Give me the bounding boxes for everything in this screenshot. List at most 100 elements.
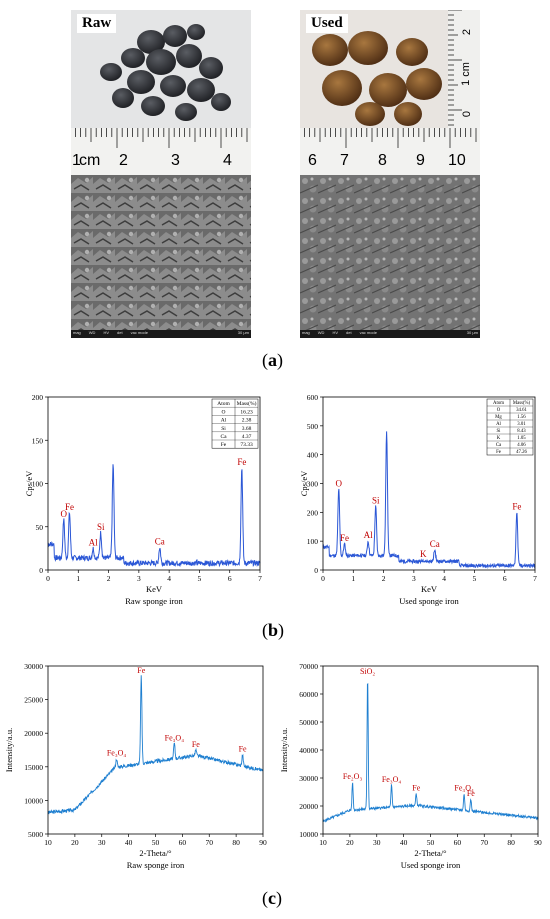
raw-sem-footer: mag WD HV det vac mode 30 μm: [73, 330, 249, 338]
panel-a-letter: a: [268, 350, 277, 370]
raw-sample-photo: Raw: [71, 10, 251, 128]
peak-label: SiO₂: [360, 667, 375, 676]
series-line: [322, 683, 539, 823]
table-cell: 1.56: [517, 415, 526, 420]
y-tick-label: 50000: [299, 718, 318, 727]
y-tick-label: 30000: [299, 774, 318, 783]
y-axis-label: Cps/eV: [24, 470, 34, 496]
series-line: [322, 431, 536, 570]
y-tick-label: 0: [39, 566, 43, 575]
y-tick-label: 100: [32, 480, 44, 489]
x-tick-label: 40: [400, 838, 408, 847]
eds-raw-chart: 0 1 2 3 4 5 6 7 0 50 100 150 200 KeV Cps/eV Raw sponge …: [24, 393, 262, 606]
xrd-raw-chart: 10 20 30 40 50 60 70 80 90 5000 10000 15000 20000 250…: [4, 662, 267, 870]
y-tick-label: 70000: [299, 662, 318, 671]
table-cell: Si: [221, 426, 226, 432]
y-tick-label: 20000: [299, 802, 318, 811]
table-header-cell: Mass(%): [237, 400, 257, 407]
y-tick-label: 500: [307, 422, 319, 431]
used-sem-texture: [300, 175, 480, 338]
x-tick-label: 90: [259, 838, 267, 847]
peak-label: Fe: [137, 666, 145, 675]
xrd-used-chart: 10 20 30 40 50 60 70 80 90 10000 20000 30000 40000 50…: [279, 662, 542, 870]
table-header-cell: Mass(%): [513, 401, 531, 406]
x-tick-label: 50: [152, 838, 160, 847]
used-ruler-number: 10: [448, 152, 466, 169]
y-tick-label: 15000: [24, 763, 43, 772]
peak-label: K: [420, 549, 427, 559]
series-line: [47, 464, 261, 568]
peak-label: Si: [372, 496, 380, 506]
panel-a-label: (a): [262, 350, 283, 370]
chart-caption: Raw sponge iron: [127, 860, 185, 870]
chart-caption: Raw sponge iron: [125, 596, 183, 606]
table-cell: 1.05: [517, 436, 526, 441]
sem-footer-text: HV: [332, 330, 339, 335]
x-axis-label: 2-Theta/°: [414, 848, 446, 858]
panel-c-letter: c: [268, 888, 276, 908]
x-tick-label: 70: [206, 838, 214, 847]
y-tick-label: 150: [32, 436, 44, 445]
used-sample-photo: Used 2 1 cm 0: [300, 10, 480, 128]
raw-pellets-graphic: [100, 24, 231, 121]
table-cell: 16.23: [240, 409, 253, 415]
used-ruler: 6 7 8 9 10: [300, 128, 480, 175]
y-tick-label: 200: [32, 393, 44, 402]
sem-footer-text: mag: [302, 330, 310, 335]
y-axis-label: Cps/eV: [299, 470, 309, 496]
y-tick-label: 400: [307, 451, 319, 460]
peak-label: Fe: [239, 745, 247, 754]
peak-label: Fe: [340, 533, 349, 543]
table-cell: Fe: [221, 442, 227, 448]
x-tick-label: 3: [137, 574, 141, 583]
raw-ruler-number: 4: [223, 152, 232, 169]
table-header-cell: Atom: [493, 401, 504, 406]
x-tick-label: 1: [76, 574, 80, 583]
used-ruler-number: 7: [340, 152, 349, 169]
peak-label: Fe: [65, 502, 74, 512]
table-cell: 34.61: [516, 408, 527, 413]
used-ruler-ticks: [304, 128, 477, 148]
x-tick-label: 10: [319, 838, 327, 847]
y-tick-label: 100: [307, 537, 319, 546]
sem-footer-text: vac mode: [359, 330, 377, 335]
table-cell: 3.68: [242, 426, 252, 432]
y-tick-label: 40000: [299, 746, 318, 755]
table-cell: Fe: [496, 450, 501, 455]
chart-caption: Used sponge iron: [399, 596, 459, 606]
x-tick-label: 50: [427, 838, 435, 847]
x-tick-label: 30: [373, 838, 381, 847]
y-tick-label: 600: [307, 393, 319, 402]
peak-label: Ca: [155, 537, 165, 547]
peak-label: O: [60, 509, 67, 519]
raw-ruler: cm 1 2 3 4: [71, 128, 251, 175]
x-tick-label: 3: [412, 574, 416, 583]
table-cell: 73.33: [240, 442, 253, 448]
x-tick-label: 80: [507, 838, 515, 847]
x-axis-label: 2-Theta/°: [139, 848, 171, 858]
y-tick-label: 200: [307, 508, 319, 517]
peak-label: Al: [89, 537, 98, 547]
panel-b-label: (b): [262, 620, 285, 640]
peak-label: Fe₃O₄: [165, 733, 185, 742]
sem-footer-text: det: [346, 330, 352, 335]
y-tick-label: 0: [314, 566, 318, 575]
x-tick-label: 70: [481, 838, 489, 847]
eds-used-chart: 0 1 2 3 4 5 6 7 0 100 200 300 400 500 600 KeV Cps/eV Used…: [299, 393, 537, 606]
sem-footer-text: HV: [103, 330, 110, 335]
raw-ruler-number: 2: [119, 152, 128, 169]
used-sem-image: mag WD HV det vac mode 30 μm: [300, 175, 480, 338]
sem-footer-text: vac mode: [130, 330, 148, 335]
y-tick-label: 20000: [24, 729, 43, 738]
y-tick-label: 10000: [24, 796, 43, 805]
table-cell: Ca: [220, 434, 227, 440]
x-axis-label: KeV: [421, 584, 438, 594]
y-axis-label: Intensity/a.u.: [279, 728, 289, 772]
x-tick-label: 0: [46, 574, 50, 583]
peak-label: Fe: [467, 789, 475, 798]
x-tick-label: 6: [503, 574, 507, 583]
peak-label: Fe: [192, 740, 200, 749]
used-side-ruler-ticks: [448, 10, 462, 126]
x-tick-label: 20: [71, 838, 79, 847]
table-cell: 3.01: [517, 422, 526, 427]
